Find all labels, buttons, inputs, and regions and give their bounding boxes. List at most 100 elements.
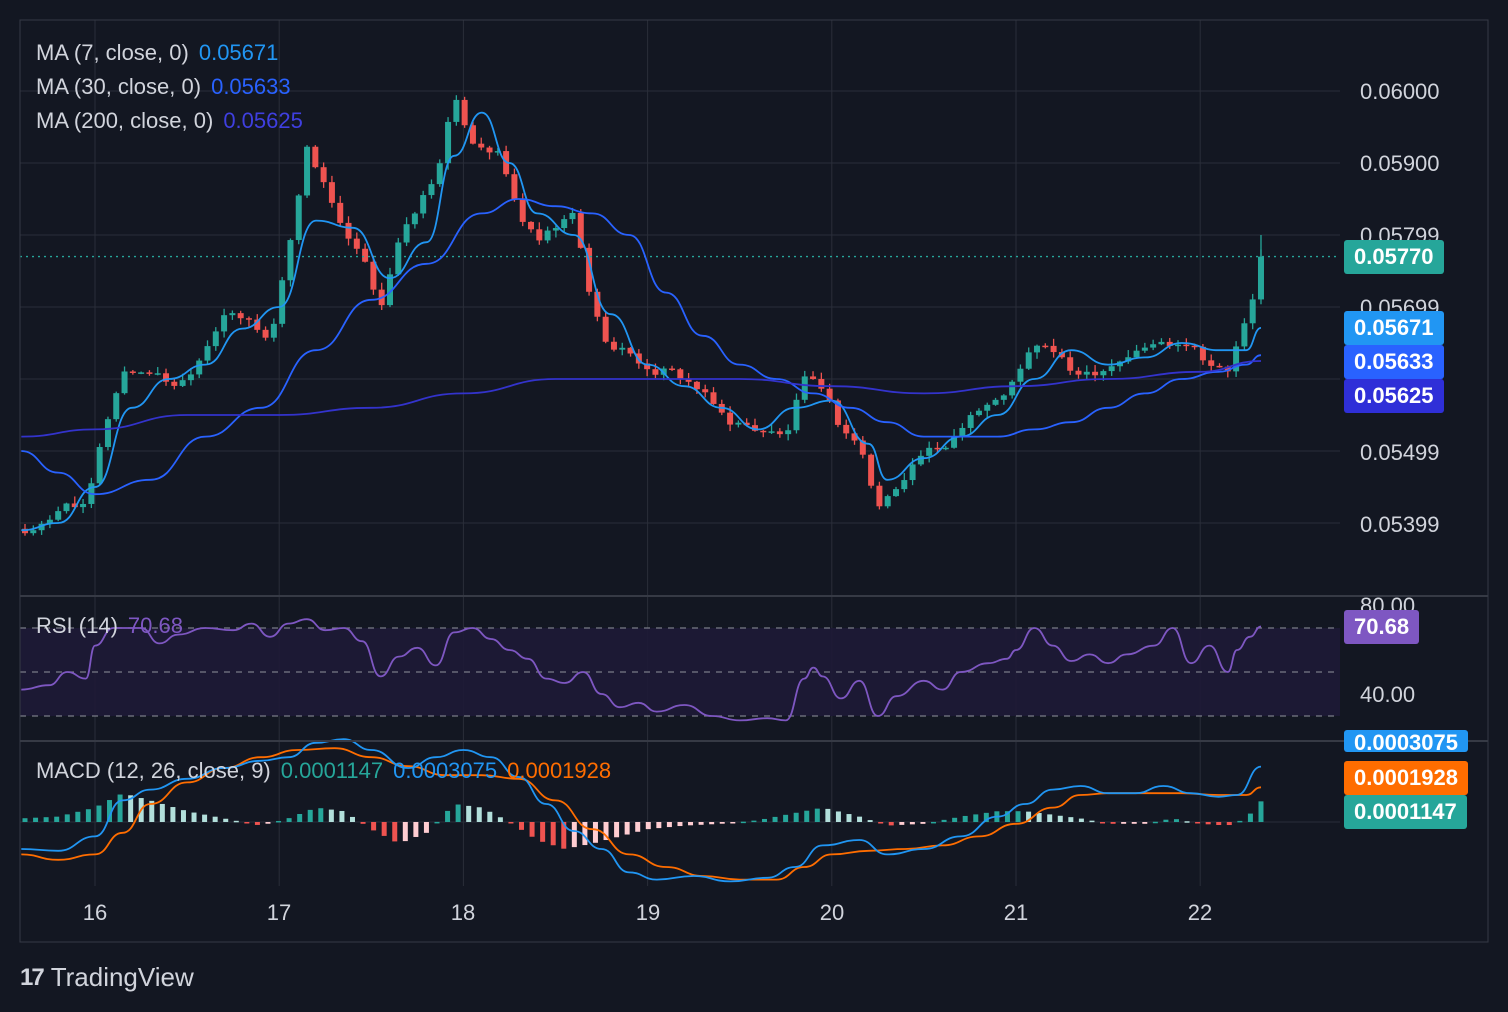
macd-histogram-bar: [487, 811, 493, 822]
macd-histogram-bar: [624, 822, 630, 835]
rsi-line: [21, 618, 1262, 722]
tradingview-wordmark: TradingView: [50, 962, 194, 992]
price-tick: 0.05900: [1360, 151, 1440, 176]
ma30-price-tag: 0.05633: [1344, 345, 1444, 379]
chart-frame: [19, 19, 1489, 943]
macd-histogram-bar: [550, 822, 556, 846]
macd-histogram-bar: [920, 822, 926, 824]
candle-body: [594, 291, 601, 317]
rsi-legend[interactable]: RSI (14) 70.68: [36, 613, 183, 639]
candle-body: [304, 146, 311, 196]
candle-body: [1108, 366, 1115, 372]
candle-body: [46, 519, 53, 524]
candle-body: [1125, 357, 1132, 362]
candle-body: [270, 323, 277, 338]
candle-body: [196, 360, 203, 375]
macd-histogram-bar: [202, 814, 208, 822]
macd-histogram-bar: [392, 822, 398, 842]
rsi-value-tag: 70.68: [1344, 610, 1420, 644]
candle-body: [113, 393, 120, 420]
candle-body: [868, 454, 875, 486]
candle-body: [859, 440, 866, 455]
ma7-legend-row[interactable]: MA (7, close, 0) 0.05671: [36, 36, 303, 70]
candle-body: [669, 368, 676, 371]
macd-hist-tag: 0.0001147: [1344, 795, 1467, 829]
candle-body: [942, 447, 949, 450]
macd-histogram-bar: [983, 812, 989, 822]
candle-body: [362, 248, 369, 262]
candle-body: [892, 489, 899, 497]
candle-body: [71, 503, 78, 508]
macd-histogram-bar: [730, 822, 736, 824]
candle-body: [1249, 299, 1256, 324]
candle-body: [1175, 344, 1182, 347]
macd-histogram-bar: [973, 814, 979, 822]
candle-body: [951, 436, 958, 448]
candle-body: [171, 381, 178, 386]
candle-body: [345, 222, 352, 239]
candle-body: [876, 485, 883, 507]
candle-body: [22, 528, 29, 534]
candle-body: [403, 224, 410, 243]
macd-histogram-bar: [476, 807, 482, 822]
rsi-value: 70.68: [127, 613, 183, 638]
macd-histogram-bar: [244, 822, 250, 824]
candle-body: [1100, 371, 1107, 376]
candle-body: [776, 431, 783, 435]
macd-histogram-bar: [1195, 822, 1201, 824]
ma7-price-tag: 0.05671: [1344, 311, 1444, 345]
macd-histogram-bar: [666, 822, 672, 828]
candle-body: [702, 389, 709, 393]
ma200-line: [21, 360, 1262, 438]
rsi-band: [20, 627, 1340, 717]
candle-body: [63, 503, 70, 512]
candle-body: [1000, 395, 1007, 400]
macd-histogram-bar: [286, 818, 292, 822]
candle-body: [909, 464, 916, 481]
macd-histogram-bar: [656, 822, 662, 829]
candle-body: [1092, 371, 1099, 376]
candle-body: [1216, 365, 1223, 368]
time-tick: 17: [266, 900, 292, 925]
ma30-legend-row[interactable]: MA (30, close, 0) 0.05633: [36, 70, 303, 104]
macd-line: [21, 738, 1262, 883]
candle-body: [536, 229, 543, 241]
time-tick: 22: [1187, 900, 1213, 925]
macd-histogram-bar: [1173, 819, 1179, 822]
ma7-value: 0.05671: [198, 40, 279, 65]
price-tick: 0.05399: [1360, 512, 1440, 537]
ma200-legend-row[interactable]: MA (200, close, 0) 0.05625: [36, 104, 303, 138]
candle-body: [1166, 341, 1173, 346]
candle-body: [187, 374, 194, 381]
candle-body: [411, 213, 418, 225]
time-tick: 18: [450, 900, 476, 925]
candle-body: [959, 427, 966, 437]
macd-histogram-bar: [846, 814, 852, 822]
macd-histogram-bar: [783, 814, 789, 822]
macd-histogram-bar: [1015, 811, 1021, 822]
macd-histogram-bar: [423, 822, 429, 833]
macd-legend[interactable]: MACD (12, 26, close, 9) 0.0001147 0.000307…: [36, 758, 611, 784]
macd-histogram-bar: [814, 808, 820, 822]
macd-histogram-bar: [1247, 813, 1253, 822]
macd-histogram-bar: [1237, 820, 1243, 823]
macd-histogram-bar: [1047, 814, 1053, 822]
candle-body: [1158, 341, 1165, 345]
macd-histogram-bar: [402, 822, 408, 842]
candle-body: [121, 371, 128, 394]
macd-histogram-bar: [434, 821, 440, 824]
macd-histogram-bar: [1089, 820, 1095, 823]
macd-histogram-bar: [1100, 822, 1106, 824]
macd-histogram-bar: [381, 822, 387, 836]
candle-body: [685, 378, 692, 382]
candle-body: [38, 523, 45, 531]
candle-body: [1141, 347, 1148, 351]
macd-histogram-bar: [360, 822, 366, 824]
macd-histogram-bar: [529, 822, 535, 837]
candle-body: [221, 315, 228, 332]
tradingview-logo[interactable]: 17 TradingView: [20, 962, 194, 993]
candle-body: [760, 430, 767, 433]
candle-body: [1067, 357, 1074, 371]
